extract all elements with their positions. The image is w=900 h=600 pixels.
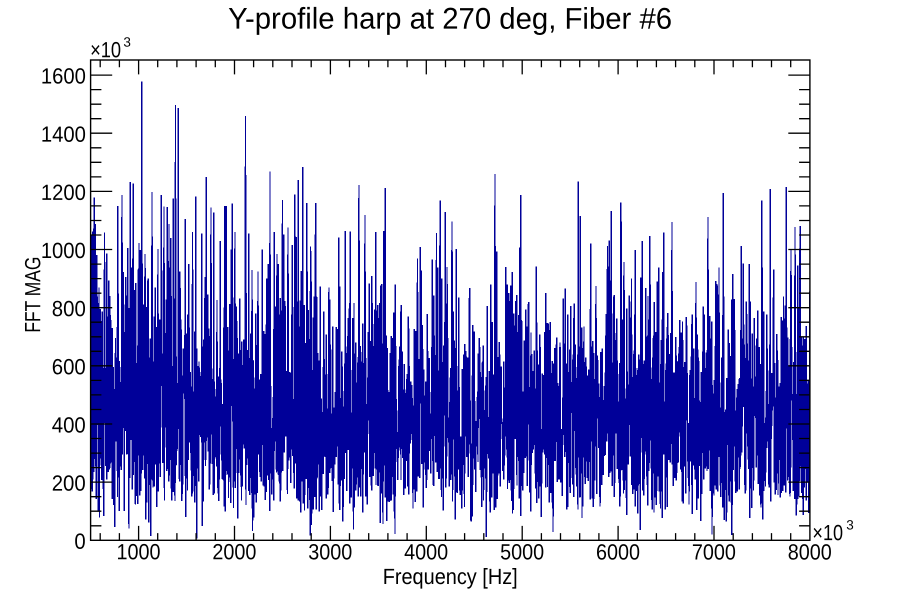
svg-text:0: 0 bbox=[74, 529, 85, 554]
svg-text:4000: 4000 bbox=[404, 539, 448, 564]
svg-text:1200: 1200 bbox=[41, 180, 86, 205]
svg-text:400: 400 bbox=[52, 412, 86, 437]
svg-text:1600: 1600 bbox=[41, 64, 86, 89]
svg-text:1000: 1000 bbox=[116, 539, 160, 564]
svg-text:1000: 1000 bbox=[41, 238, 86, 263]
svg-text:800: 800 bbox=[52, 296, 86, 321]
svg-text:3: 3 bbox=[846, 517, 854, 532]
svg-text:Frequency [Hz]: Frequency [Hz] bbox=[383, 564, 518, 589]
svg-text:×10: ×10 bbox=[812, 520, 843, 545]
svg-text:7000: 7000 bbox=[692, 539, 736, 564]
svg-text:200: 200 bbox=[52, 471, 86, 496]
svg-text:6000: 6000 bbox=[596, 539, 640, 564]
svg-text:×10: ×10 bbox=[90, 37, 121, 62]
svg-text:FFT MAG: FFT MAG bbox=[20, 257, 45, 333]
svg-text:8000: 8000 bbox=[788, 540, 832, 565]
svg-text:5000: 5000 bbox=[500, 539, 544, 564]
svg-text:2000: 2000 bbox=[212, 539, 256, 564]
svg-text:3000: 3000 bbox=[308, 539, 352, 564]
svg-text:3: 3 bbox=[123, 35, 131, 50]
svg-text:600: 600 bbox=[52, 354, 86, 379]
svg-text:Y-profile harp at 270 deg, Fib: Y-profile harp at 270 deg, Fiber #6 bbox=[228, 3, 672, 36]
svg-text:1400: 1400 bbox=[41, 122, 86, 147]
